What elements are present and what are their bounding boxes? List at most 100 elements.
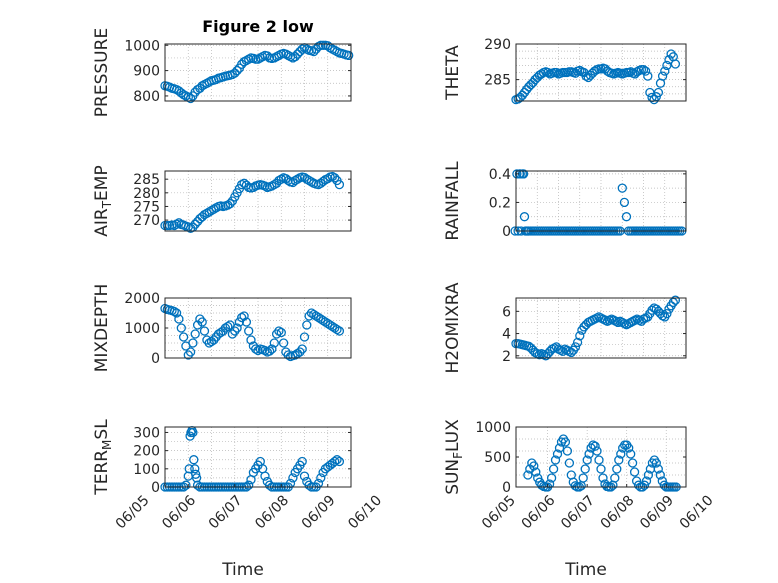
data-point <box>185 347 196 357</box>
data-series <box>160 171 345 233</box>
data-point <box>260 181 270 191</box>
data-point <box>318 315 328 326</box>
y-tick-label: 0 <box>151 480 160 496</box>
data-point <box>550 455 561 465</box>
y-tick-label: 300 <box>133 425 160 441</box>
y-axis-label: SUNFLUX <box>443 419 465 495</box>
data-point <box>309 309 319 320</box>
data-point <box>176 88 186 98</box>
data-point <box>552 449 563 459</box>
data-point <box>181 480 191 490</box>
y-tick-label: 275 <box>133 199 160 215</box>
data-point <box>647 305 657 315</box>
data-point <box>626 449 636 459</box>
subplot-2: 285 290 THETA <box>443 37 687 105</box>
x-tick-label: 06/07 <box>558 493 598 533</box>
data-point <box>323 41 333 51</box>
y-axis-label: TERRMSL <box>92 419 114 496</box>
data-point <box>670 295 681 305</box>
data-point <box>318 176 328 187</box>
y-tick-label: 290 <box>484 37 511 53</box>
x-tick-label: 06/05 <box>113 493 153 533</box>
data-point <box>281 173 291 184</box>
data-point <box>323 318 333 329</box>
data-point <box>197 81 207 91</box>
data-point <box>169 220 179 231</box>
subplot-5: 0 1000 2000 MIXDEPTH <box>92 284 352 373</box>
data-point <box>199 326 210 336</box>
data-point <box>309 46 319 57</box>
data-point <box>178 332 189 342</box>
data-point <box>311 311 321 321</box>
data-point <box>281 49 291 59</box>
y-tick-label: 285 <box>484 73 511 89</box>
y-axis-label: MIXDEPTH <box>92 284 112 373</box>
chart-title: Figure 2 low <box>202 17 314 36</box>
data-point <box>643 71 653 81</box>
data-point <box>327 321 338 332</box>
data-point <box>260 345 270 356</box>
data-point <box>292 49 303 59</box>
data-point <box>316 314 326 324</box>
data-point <box>223 321 233 332</box>
data-point <box>171 84 182 95</box>
data-series <box>523 434 681 492</box>
x-tick-label: 06/06 <box>519 492 559 532</box>
data-point <box>512 169 522 179</box>
data-point <box>239 311 249 321</box>
data-point <box>299 471 310 481</box>
data-point <box>596 464 606 474</box>
data-point <box>244 480 254 490</box>
y-tick-label: 1000 <box>124 38 160 54</box>
data-point <box>313 179 324 190</box>
data-point <box>192 216 203 227</box>
data-point <box>649 94 659 105</box>
data-point <box>316 473 326 483</box>
subplot-8: 0 500 1000 06/05 06/06 06/07 06/08 06/09 06/10 SU… <box>443 419 717 580</box>
data-point <box>230 68 240 78</box>
data-point <box>269 338 279 348</box>
data-point <box>209 335 219 345</box>
y-tick-label: 0.4 <box>489 167 511 183</box>
data-point <box>232 65 242 76</box>
data-point <box>621 212 632 222</box>
data-point <box>616 449 626 459</box>
data-point <box>171 219 182 229</box>
data-point <box>288 473 298 483</box>
data-point <box>267 181 277 191</box>
data-point <box>195 314 205 324</box>
y-tick-label: 1000 <box>124 321 160 337</box>
x-tick-label: 06/08 <box>252 493 292 533</box>
data-point <box>184 464 194 474</box>
data-point <box>544 479 555 489</box>
data-point <box>192 320 203 330</box>
axes-box <box>515 170 687 232</box>
y-tick-label: 2 <box>502 349 511 365</box>
data-point <box>197 317 207 327</box>
data-point <box>299 332 310 342</box>
data-point <box>290 350 300 360</box>
data-point <box>639 480 650 490</box>
data-point <box>276 327 286 338</box>
data-point <box>234 317 245 327</box>
data-point <box>278 338 289 348</box>
y-tick-label: 4 <box>502 327 511 343</box>
y-tick-label: 1000 <box>475 420 511 436</box>
data-point <box>290 52 300 62</box>
axes-box <box>515 297 687 359</box>
data-point <box>204 338 214 348</box>
data-point <box>304 480 314 490</box>
y-tick-label: 0 <box>502 480 511 496</box>
data-point <box>253 54 263 64</box>
data-point <box>232 323 242 333</box>
x-tick-label: 06/08 <box>598 493 638 533</box>
data-point <box>332 455 342 465</box>
data-point <box>230 326 240 336</box>
data-point <box>582 455 592 465</box>
axes-box <box>164 170 352 232</box>
x-tick-label: 06/06 <box>159 492 199 532</box>
x-tick-label: 06/10 <box>677 493 717 533</box>
axes-box <box>164 426 352 488</box>
